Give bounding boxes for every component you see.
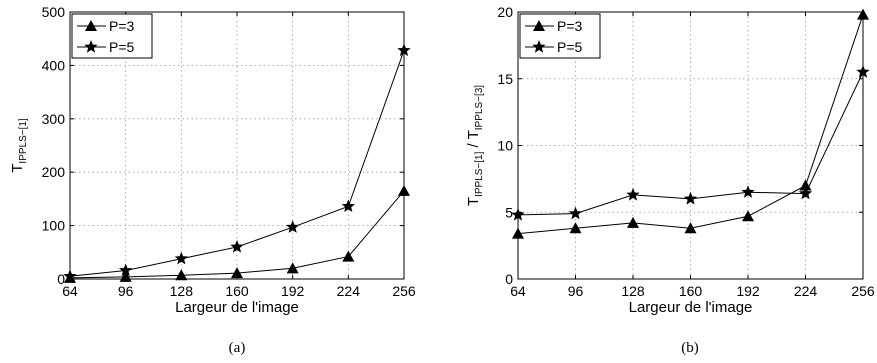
data-point-triangle (569, 222, 582, 234)
data-point-star (856, 65, 870, 78)
data-point-star (568, 206, 583, 220)
legend-box (71, 13, 153, 59)
x-tick-label: 64 (510, 283, 526, 299)
x-tick-label: 128 (170, 283, 194, 299)
y-tick-label: 300 (42, 111, 66, 127)
x-tick-label: 160 (225, 283, 249, 299)
legend: P=3P=5 (519, 13, 601, 59)
data-point-star (397, 43, 411, 57)
data-point-star (174, 251, 188, 265)
y-tick-label: 10 (497, 138, 513, 154)
y-tick-label: 0 (57, 271, 65, 287)
x-tick-label: 64 (62, 283, 78, 299)
panel-caption: (b) (681, 340, 699, 356)
series-P5 (511, 65, 870, 221)
legend-label: P=3 (557, 18, 583, 34)
legend-marker-triangle (85, 20, 97, 31)
x-tick-label: 128 (621, 283, 645, 299)
series-P5 (63, 43, 411, 282)
data-point-triangle (684, 222, 697, 234)
data-point-triangle (175, 269, 188, 281)
y-tick-label: 500 (42, 4, 66, 20)
panel-caption: (a) (229, 340, 246, 356)
legend-label: P=5 (557, 39, 583, 55)
data-point-triangle (857, 8, 869, 20)
data-point-star (511, 207, 525, 221)
y-axis-label: TIPPLS−[1] (9, 118, 29, 173)
x-tick-label: 96 (568, 283, 584, 299)
data-point-star (683, 191, 698, 205)
legend-marker-triangle (533, 20, 545, 31)
x-axis-label: Largeur de l'image (175, 299, 299, 316)
data-point-triangle (512, 227, 524, 239)
legend-marker-star (84, 40, 98, 53)
x-tick-label: 96 (118, 283, 134, 299)
legend-label: P=3 (109, 18, 135, 34)
chart-panel-a: 64 96 128 160 192 224 256 0 100 200 300 400 500 Large… (9, 4, 416, 356)
data-point-triangle (119, 270, 132, 282)
x-tick-label: 224 (794, 283, 818, 299)
x-tick-label: 192 (736, 283, 760, 299)
data-point-triangle (231, 267, 243, 279)
data-point-star (63, 269, 77, 282)
data-point-triangle (627, 216, 639, 228)
x-tick-label: 256 (392, 283, 416, 299)
data-point-star (798, 186, 813, 200)
data-point-star (626, 187, 640, 201)
legend-label: P=5 (109, 39, 135, 55)
data-point-triangle (286, 262, 299, 274)
chart-panel-b: 64 96 128 160 192 224 256 0 5 10 15 20 Largeur de l'… (465, 4, 875, 356)
data-point-star (119, 263, 133, 277)
x-axis-label: Largeur de l'image (629, 299, 753, 316)
y-tick-label: 0 (505, 271, 513, 287)
legend-marker-star (532, 40, 546, 53)
data-point-star (230, 240, 244, 253)
legend-box (519, 13, 601, 59)
y-tick-label: 15 (497, 71, 513, 87)
data-point-triangle (398, 184, 410, 196)
y-tick-label: 100 (42, 218, 66, 234)
x-tick-label: 192 (281, 283, 305, 299)
data-point-triangle (742, 210, 754, 222)
x-tick-label: 256 (851, 283, 875, 299)
y-tick-label: 200 (42, 164, 66, 180)
data-point-triangle (342, 250, 355, 262)
legend: P=3P=5 (71, 13, 153, 59)
y-tick-label: 400 (42, 57, 66, 73)
y-tick-label: 5 (505, 204, 513, 220)
data-point-star (741, 185, 755, 198)
x-tick-label: 160 (679, 283, 703, 299)
data-point-star (341, 199, 355, 212)
y-axis-label: TIPPLS−[1] / TIPPLS−[3] (465, 85, 485, 206)
x-tick-label: 224 (337, 283, 361, 299)
y-tick-label: 20 (497, 4, 513, 20)
data-point-star (286, 220, 300, 233)
